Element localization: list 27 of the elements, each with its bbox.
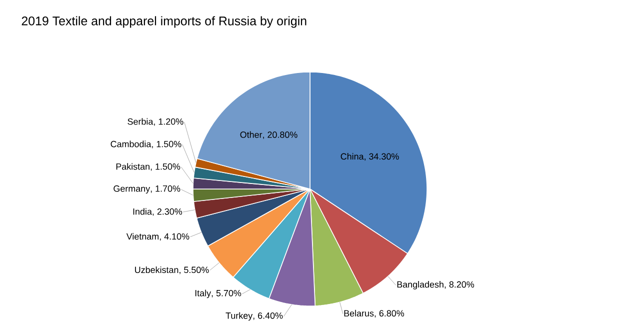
slice-label: Italy (195, 290, 212, 298)
data-label: , 20.80% (263, 132, 298, 139)
slice-label: Turkey (226, 312, 253, 321)
slice-label: China (340, 153, 364, 160)
slice-label: Pakistan (116, 163, 150, 170)
slice-label: Germany (114, 185, 150, 194)
slice-label: India (133, 208, 152, 215)
data-label: , 1.70% (150, 185, 180, 193)
data-label: , 5.70% (212, 290, 242, 298)
data-label: , 1.20% (154, 118, 184, 126)
slice-label: Serbia (128, 118, 154, 125)
data-label: , 34.30% (364, 153, 399, 161)
chart-title: 2019 Textile and apparel imports of Russia by origin (22, 16, 306, 28)
slice-label: Vietnam (126, 233, 159, 240)
data-label: , 6.40% (253, 312, 283, 320)
data-label: , 8.20% (444, 281, 474, 289)
data-label: , 6.80% (374, 310, 404, 318)
data-label: , 4.10% (160, 233, 190, 241)
data-label: , 1.50% (152, 140, 182, 148)
slice-label: Cambodia (110, 140, 152, 148)
slice-label: Other (240, 131, 262, 138)
slice-label: Belarus (344, 310, 374, 317)
slice-label: Uzbekistan (135, 266, 178, 274)
slice-label: Bangladesh (397, 281, 444, 290)
data-label: , 1.50% (150, 163, 180, 171)
data-label: , 5.50% (180, 266, 209, 274)
data-label: , 2.30% (152, 208, 182, 216)
